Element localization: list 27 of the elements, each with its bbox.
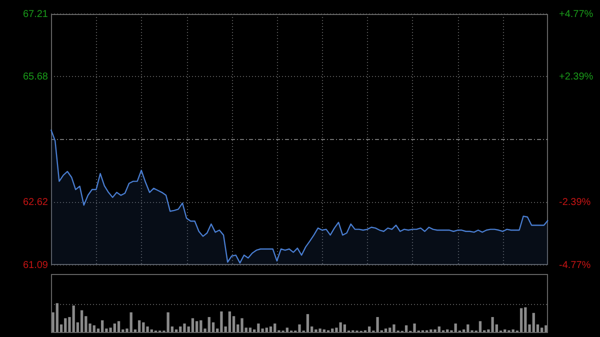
y2-tick-label: +2.39% bbox=[559, 71, 594, 82]
bar bbox=[146, 326, 149, 333]
y2-tick-label: -2.39% bbox=[559, 197, 591, 208]
bar bbox=[413, 324, 416, 333]
bar bbox=[298, 324, 301, 333]
bar bbox=[109, 328, 112, 333]
bar bbox=[257, 324, 260, 333]
bar bbox=[339, 322, 342, 333]
bar bbox=[240, 318, 244, 333]
bar bbox=[520, 308, 523, 333]
bar bbox=[200, 320, 202, 333]
y-tick-label: 62.62 bbox=[22, 197, 48, 208]
bar bbox=[183, 324, 186, 333]
y2-tick-label: -4.77% bbox=[559, 260, 591, 271]
bar bbox=[306, 314, 310, 333]
bar bbox=[392, 324, 396, 333]
bar bbox=[220, 311, 223, 333]
bar bbox=[56, 303, 58, 333]
bar bbox=[524, 307, 527, 333]
bar bbox=[376, 317, 379, 333]
y-tick-label: 65.68 bbox=[22, 72, 48, 82]
y-tick-label: 61.09 bbox=[22, 260, 48, 271]
y2-tick-label: +4.77% bbox=[559, 8, 594, 20]
bar bbox=[491, 317, 494, 333]
bar bbox=[72, 306, 75, 333]
y-tick-label: 67.21 bbox=[22, 8, 48, 20]
bar bbox=[166, 312, 170, 333]
